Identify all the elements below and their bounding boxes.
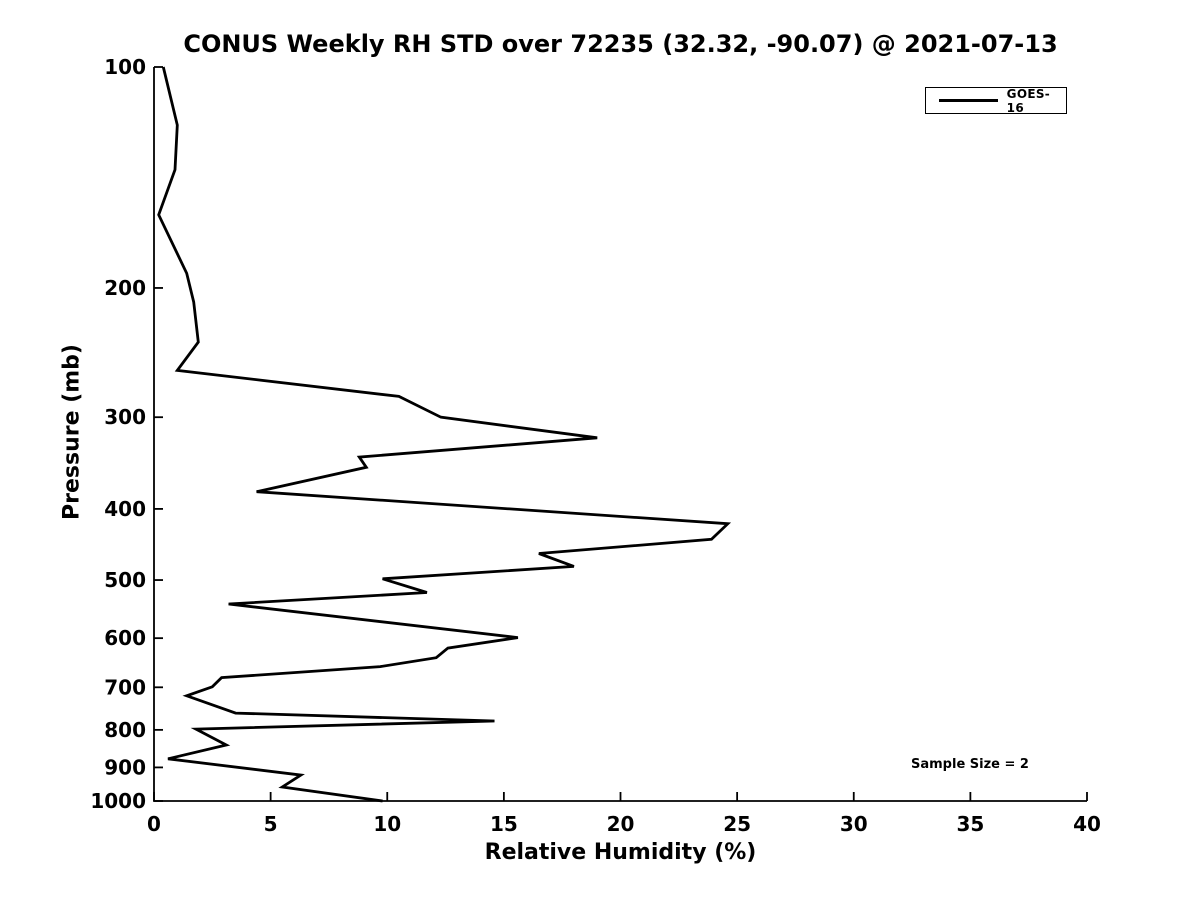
y-tick-label: 800 (104, 718, 146, 742)
legend: GOES-16 (925, 86, 1067, 115)
x-tick-label: 25 (723, 812, 751, 836)
x-tick-label: 40 (1073, 812, 1101, 836)
y-tick-label: 400 (104, 497, 146, 521)
y-tick-label: 200 (104, 276, 146, 300)
y-tick-label: 500 (104, 568, 146, 592)
x-tick-label: 15 (490, 812, 518, 836)
axis-lines (153, 67, 1087, 802)
y-tick-label: 1000 (90, 789, 146, 813)
x-axis-label: Relative Humidity (%) (484, 840, 757, 865)
y-tick-label: 900 (104, 755, 146, 779)
chart-title: CONUS Weekly RH STD over 72235 (32.32, -… (183, 30, 1058, 58)
y-tick-label: 100 (104, 55, 146, 79)
legend-label: GOES-16 (1006, 86, 1051, 115)
x-tick-label: 0 (147, 812, 161, 836)
legend-line-swatch (939, 99, 998, 102)
goes16-series-line (157, 66, 732, 803)
sample-size-annotation: Sample Size = 2 (911, 757, 1029, 772)
y-tick-label: 300 (104, 405, 146, 429)
x-tick-label: 35 (956, 812, 984, 836)
y-tick-label: 700 (104, 675, 146, 699)
y-tick-label: 600 (104, 626, 146, 650)
x-tick-label: 5 (264, 812, 278, 836)
y-axis-ticks: 100 200 300 400 500 600 700 800 900 1000 (90, 55, 163, 813)
x-axis-ticks: 0 5 10 15 20 25 30 35 40 (147, 792, 1101, 836)
x-tick-label: 20 (607, 812, 635, 836)
x-tick-label: 30 (840, 812, 868, 836)
x-tick-label: 10 (373, 812, 401, 836)
